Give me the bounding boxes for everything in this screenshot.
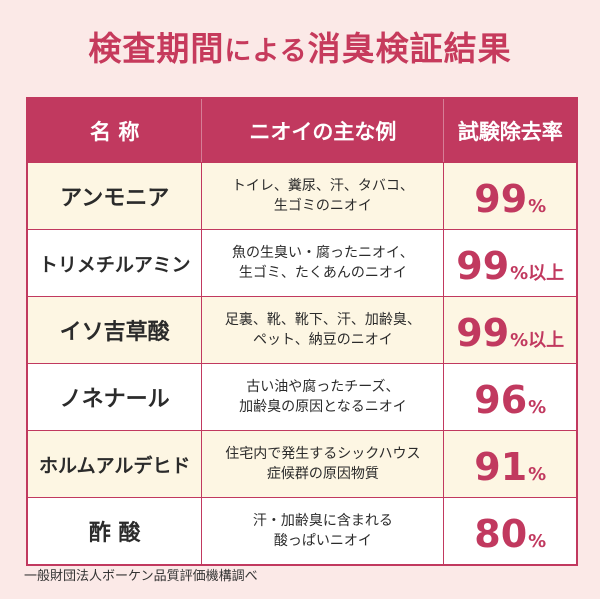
rate-value: 80 xyxy=(474,512,528,556)
substance-name: ホルムアルデヒド xyxy=(28,431,203,497)
title-part1: 検査期間 xyxy=(88,29,225,68)
example-line: 住宅内で発生するシックハウス xyxy=(225,445,421,462)
rate-value: 91 xyxy=(474,445,528,489)
rate-value: 99 xyxy=(456,311,510,355)
removal-rate: 99% xyxy=(444,163,576,229)
odor-examples: 古い油や腐ったチーズ、 加齢臭の原因となるニオイ xyxy=(202,364,445,430)
removal-rate: 96% xyxy=(444,364,576,430)
substance-name: トリメチルアミン xyxy=(28,230,203,296)
example-line: 症候群の原因物質 xyxy=(266,466,379,482)
rate-suffix: %以上 xyxy=(510,330,565,351)
rate-value: 96 xyxy=(474,378,528,422)
example-line: トイレ、糞尿、汗、タバコ、 xyxy=(231,177,414,194)
title-part3: 消臭検証結果 xyxy=(307,29,512,68)
odor-examples: 汗・加齢臭に含まれる 酸っぱいニオイ xyxy=(202,498,445,564)
substance-name: 酢 酸 xyxy=(28,498,203,564)
example-line: 生ゴミのニオイ xyxy=(273,198,372,214)
rate-suffix: % xyxy=(528,196,547,217)
rate-suffix: % xyxy=(528,397,547,418)
substance-name: イソ吉草酸 xyxy=(28,297,203,363)
header-name: 名 称 xyxy=(28,99,203,162)
substance-name: ノネナール xyxy=(28,364,203,430)
example-line: 酸っぱいニオイ xyxy=(273,533,372,549)
header-rate: 試験除去率 xyxy=(457,119,563,144)
odor-examples: 住宅内で発生するシックハウス 症候群の原因物質 xyxy=(202,431,445,497)
table-row: アンモニア トイレ、糞尿、汗、タバコ、 生ゴミのニオイ 99% xyxy=(28,162,576,229)
page-title: 検査期間による消臭検証結果 xyxy=(0,22,600,70)
substance-name: アンモニア xyxy=(28,163,203,229)
example-line: 生ゴミ、たくあんのニオイ xyxy=(238,265,407,281)
table-row: イソ吉草酸 足裏、靴、靴下、汗、加齢臭、 ペット、納豆のニオイ 99 %以上 xyxy=(28,296,576,363)
rate-value: 99 xyxy=(456,244,510,288)
example-line: 加齢臭の原因となるニオイ xyxy=(239,399,407,415)
table-row: ノネナール 古い油や腐ったチーズ、 加齢臭の原因となるニオイ 96% xyxy=(28,363,576,430)
rate-suffix: %以上 xyxy=(510,263,565,284)
table-row: トリメチルアミン 魚の生臭い・腐ったニオイ、 生ゴミ、たくあんのニオイ 99 %以… xyxy=(28,229,576,296)
title-part2: による xyxy=(224,36,308,67)
table-body: アンモニア トイレ、糞尿、汗、タバコ、 生ゴミのニオイ 99% トリメチルアミン… xyxy=(28,162,576,564)
header-example: ニオイの主な例 xyxy=(202,99,445,162)
example-line: 足裏、靴、靴下、汗、加齢臭、 xyxy=(224,311,421,328)
odor-examples: 足裏、靴、靴下、汗、加齢臭、 ペット、納豆のニオイ xyxy=(202,297,445,363)
removal-rate: 91% xyxy=(444,431,576,497)
example-line: 古い油や腐ったチーズ、 xyxy=(246,378,400,395)
example-line: 魚の生臭い・腐ったニオイ、 xyxy=(232,244,414,261)
removal-rate: 99 %以上 xyxy=(444,230,576,296)
rate-suffix: % xyxy=(528,531,547,552)
table-row: ホルムアルデヒド 住宅内で発生するシックハウス 症候群の原因物質 91% xyxy=(28,430,576,497)
rate-suffix: % xyxy=(528,464,547,485)
table-header: 名 称 ニオイの主な例 試験除去率 xyxy=(28,99,576,162)
results-table: 名 称 ニオイの主な例 試験除去率 アンモニア トイレ、糞尿、汗、タバコ、 生ゴ… xyxy=(26,97,578,566)
source-note: 一般財団法人ボーケン品質評価機構調べ xyxy=(24,569,258,584)
rate-value: 99 xyxy=(474,177,528,221)
removal-rate: 80% xyxy=(444,498,576,564)
odor-examples: 魚の生臭い・腐ったニオイ、 生ゴミ、たくあんのニオイ xyxy=(202,230,445,296)
removal-rate: 99 %以上 xyxy=(444,297,576,363)
example-line: 汗・加齢臭に含まれる xyxy=(252,512,393,529)
table-row: 酢 酸 汗・加齢臭に含まれる 酸っぱいニオイ 80% xyxy=(28,497,576,564)
odor-examples: トイレ、糞尿、汗、タバコ、 生ゴミのニオイ xyxy=(202,163,445,229)
example-line: ペット、納豆のニオイ xyxy=(253,332,393,348)
